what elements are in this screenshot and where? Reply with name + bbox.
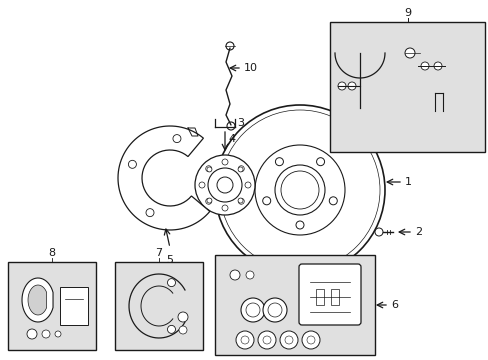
Circle shape <box>55 331 61 337</box>
Circle shape <box>178 312 187 322</box>
Circle shape <box>226 122 235 130</box>
Circle shape <box>167 279 175 287</box>
Circle shape <box>238 167 243 172</box>
Text: 10: 10 <box>244 63 258 73</box>
Circle shape <box>206 167 211 172</box>
Text: 5: 5 <box>166 255 173 265</box>
Bar <box>60 287 88 325</box>
FancyBboxPatch shape <box>298 264 360 325</box>
Circle shape <box>238 166 244 172</box>
Circle shape <box>42 330 50 338</box>
Circle shape <box>263 298 286 322</box>
Circle shape <box>245 271 253 279</box>
Text: 9: 9 <box>403 8 410 18</box>
Circle shape <box>420 62 428 70</box>
Polygon shape <box>22 278 53 322</box>
Circle shape <box>205 198 211 204</box>
Circle shape <box>374 228 382 236</box>
Circle shape <box>433 62 441 70</box>
Bar <box>315 289 324 305</box>
Text: 8: 8 <box>48 248 56 258</box>
Circle shape <box>229 270 240 280</box>
Circle shape <box>280 331 297 349</box>
Bar <box>329 22 484 152</box>
Circle shape <box>206 198 211 203</box>
Circle shape <box>167 325 175 333</box>
Circle shape <box>179 326 186 334</box>
Circle shape <box>244 182 250 188</box>
Circle shape <box>199 182 204 188</box>
Circle shape <box>302 331 319 349</box>
Circle shape <box>258 331 275 349</box>
Circle shape <box>238 198 244 204</box>
Text: 6: 6 <box>390 300 397 310</box>
Circle shape <box>27 329 37 339</box>
Circle shape <box>222 205 227 211</box>
Text: 1: 1 <box>404 177 411 187</box>
Text: 2: 2 <box>414 227 421 237</box>
Text: 7: 7 <box>155 248 162 258</box>
Circle shape <box>207 168 242 202</box>
Bar <box>330 289 338 305</box>
Polygon shape <box>118 126 209 230</box>
Bar <box>215 255 374 355</box>
Circle shape <box>195 155 254 215</box>
Bar <box>115 262 203 350</box>
Text: 3: 3 <box>237 118 244 128</box>
Circle shape <box>222 159 227 165</box>
Polygon shape <box>28 285 46 315</box>
Circle shape <box>236 331 253 349</box>
Circle shape <box>238 198 243 203</box>
Circle shape <box>225 42 234 50</box>
Circle shape <box>404 48 414 58</box>
Circle shape <box>347 82 355 90</box>
Circle shape <box>241 298 264 322</box>
Bar <box>8 262 96 350</box>
Circle shape <box>337 82 346 90</box>
Text: 4: 4 <box>227 134 235 144</box>
Circle shape <box>205 166 211 172</box>
